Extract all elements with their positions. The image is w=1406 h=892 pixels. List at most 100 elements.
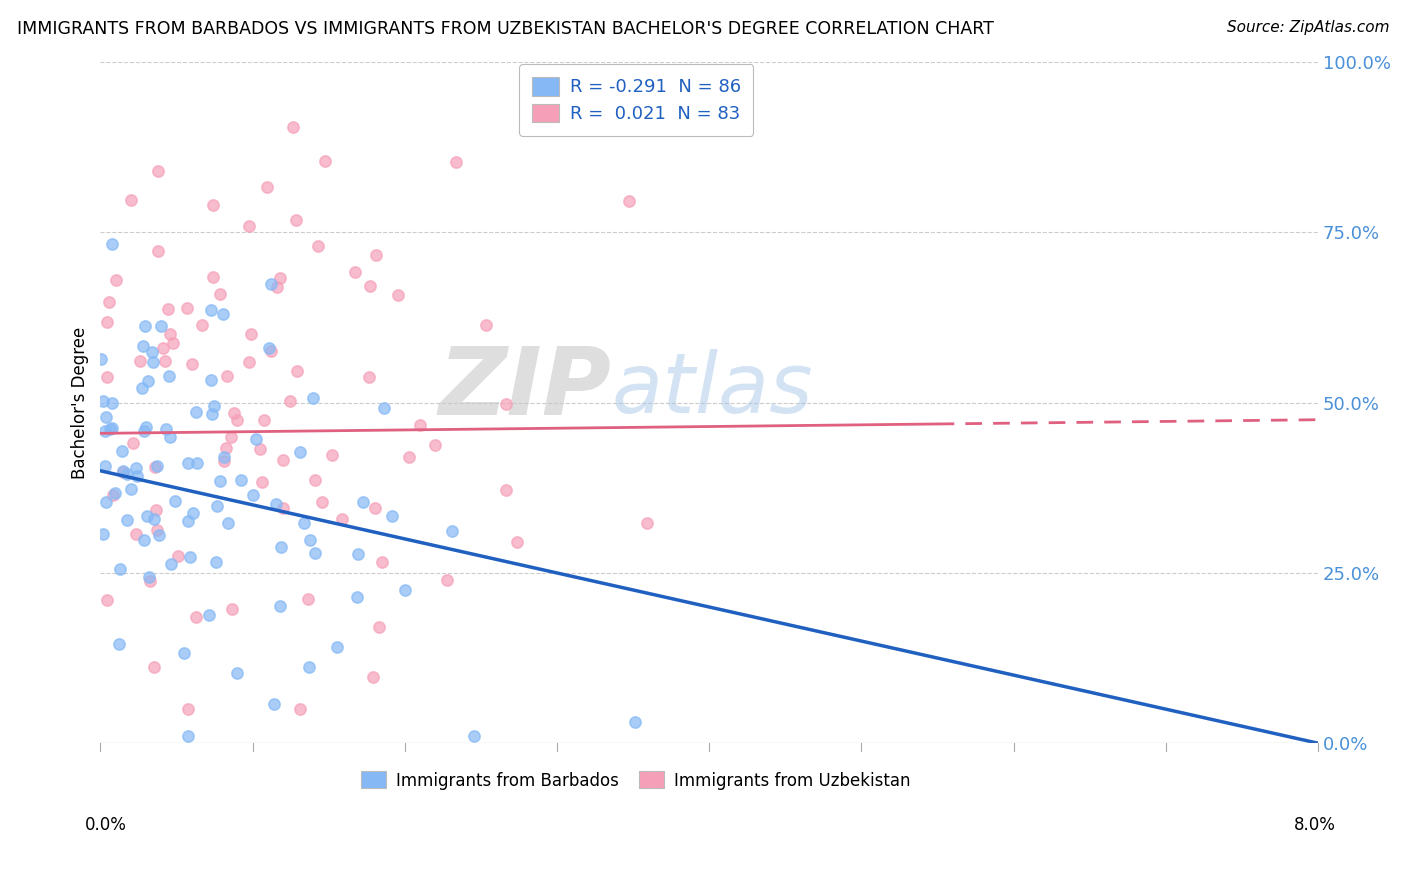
Point	[373, 401, 395, 416]
Point	[201, 408, 224, 422]
Point	[361, 670, 384, 684]
Point	[408, 417, 430, 432]
Point	[238, 355, 260, 369]
Point	[90, 352, 112, 367]
Point	[101, 488, 124, 502]
Point	[134, 318, 156, 333]
Text: 0.0%: 0.0%	[84, 816, 127, 834]
Point	[125, 527, 148, 541]
Point	[202, 198, 225, 212]
Point	[177, 456, 200, 470]
Point	[94, 409, 117, 424]
Point	[96, 495, 118, 509]
Point	[132, 533, 155, 547]
Point	[124, 460, 146, 475]
Legend: Immigrants from Barbados, Immigrants from Uzbekistan: Immigrants from Barbados, Immigrants fro…	[354, 764, 918, 797]
Point	[204, 555, 226, 569]
Point	[146, 458, 169, 473]
Point	[249, 442, 271, 457]
Point	[371, 555, 394, 569]
Point	[176, 702, 198, 716]
Point	[209, 474, 232, 488]
Point	[260, 344, 283, 359]
Point	[231, 473, 253, 487]
Point	[152, 341, 174, 355]
Point	[263, 697, 285, 711]
Point	[440, 524, 463, 538]
Point	[157, 369, 180, 384]
Point	[111, 444, 134, 458]
Point	[93, 393, 115, 408]
Point	[495, 397, 517, 411]
Point	[110, 562, 132, 576]
Point	[269, 599, 291, 614]
Point	[242, 488, 264, 502]
Point	[136, 509, 159, 524]
Point	[288, 445, 311, 459]
Point	[245, 432, 267, 446]
Point	[91, 526, 114, 541]
Point	[177, 730, 200, 744]
Point	[270, 540, 292, 554]
Point	[142, 355, 165, 369]
Point	[271, 453, 294, 467]
Point	[186, 456, 208, 470]
Point	[269, 270, 291, 285]
Point	[364, 500, 387, 515]
Point	[474, 318, 496, 333]
Point	[166, 549, 188, 563]
Text: Source: ZipAtlas.com: Source: ZipAtlas.com	[1226, 20, 1389, 35]
Point	[101, 396, 124, 410]
Point	[260, 277, 283, 291]
Point	[240, 327, 263, 342]
Text: ZIP: ZIP	[439, 343, 612, 435]
Point	[302, 391, 325, 405]
Point	[221, 602, 243, 616]
Point	[226, 413, 249, 427]
Point	[94, 425, 117, 439]
Text: IMMIGRANTS FROM BARBADOS VS IMMIGRANTS FROM UZBEKISTAN BACHELOR'S DEGREE CORRELA: IMMIGRANTS FROM BARBADOS VS IMMIGRANTS F…	[17, 20, 994, 37]
Point	[304, 473, 326, 487]
Point	[364, 248, 387, 262]
Point	[352, 495, 374, 509]
Point	[357, 370, 380, 384]
Point	[285, 363, 308, 377]
Point	[145, 502, 167, 516]
Point	[347, 548, 370, 562]
Point	[398, 450, 420, 464]
Point	[326, 640, 349, 655]
Point	[222, 406, 245, 420]
Point	[624, 715, 647, 730]
Point	[271, 501, 294, 516]
Point	[121, 436, 143, 450]
Point	[423, 437, 446, 451]
Point	[160, 558, 183, 572]
Point	[127, 469, 149, 483]
Point	[155, 422, 177, 436]
Point	[104, 486, 127, 500]
Point	[132, 424, 155, 438]
Point	[181, 357, 204, 371]
Point	[162, 335, 184, 350]
Point	[321, 448, 343, 462]
Point	[238, 219, 260, 233]
Point	[100, 420, 122, 434]
Point	[173, 646, 195, 660]
Point	[157, 301, 180, 316]
Point	[506, 534, 529, 549]
Point	[148, 244, 170, 258]
Point	[211, 307, 233, 321]
Point	[198, 607, 221, 622]
Point	[307, 238, 329, 252]
Point	[105, 273, 128, 287]
Point	[394, 582, 416, 597]
Point	[256, 180, 278, 194]
Point	[143, 460, 166, 475]
Point	[143, 512, 166, 526]
Point	[463, 730, 485, 744]
Point	[128, 354, 150, 368]
Point	[138, 569, 160, 583]
Point	[311, 494, 333, 508]
Point	[207, 500, 229, 514]
Point	[131, 381, 153, 395]
